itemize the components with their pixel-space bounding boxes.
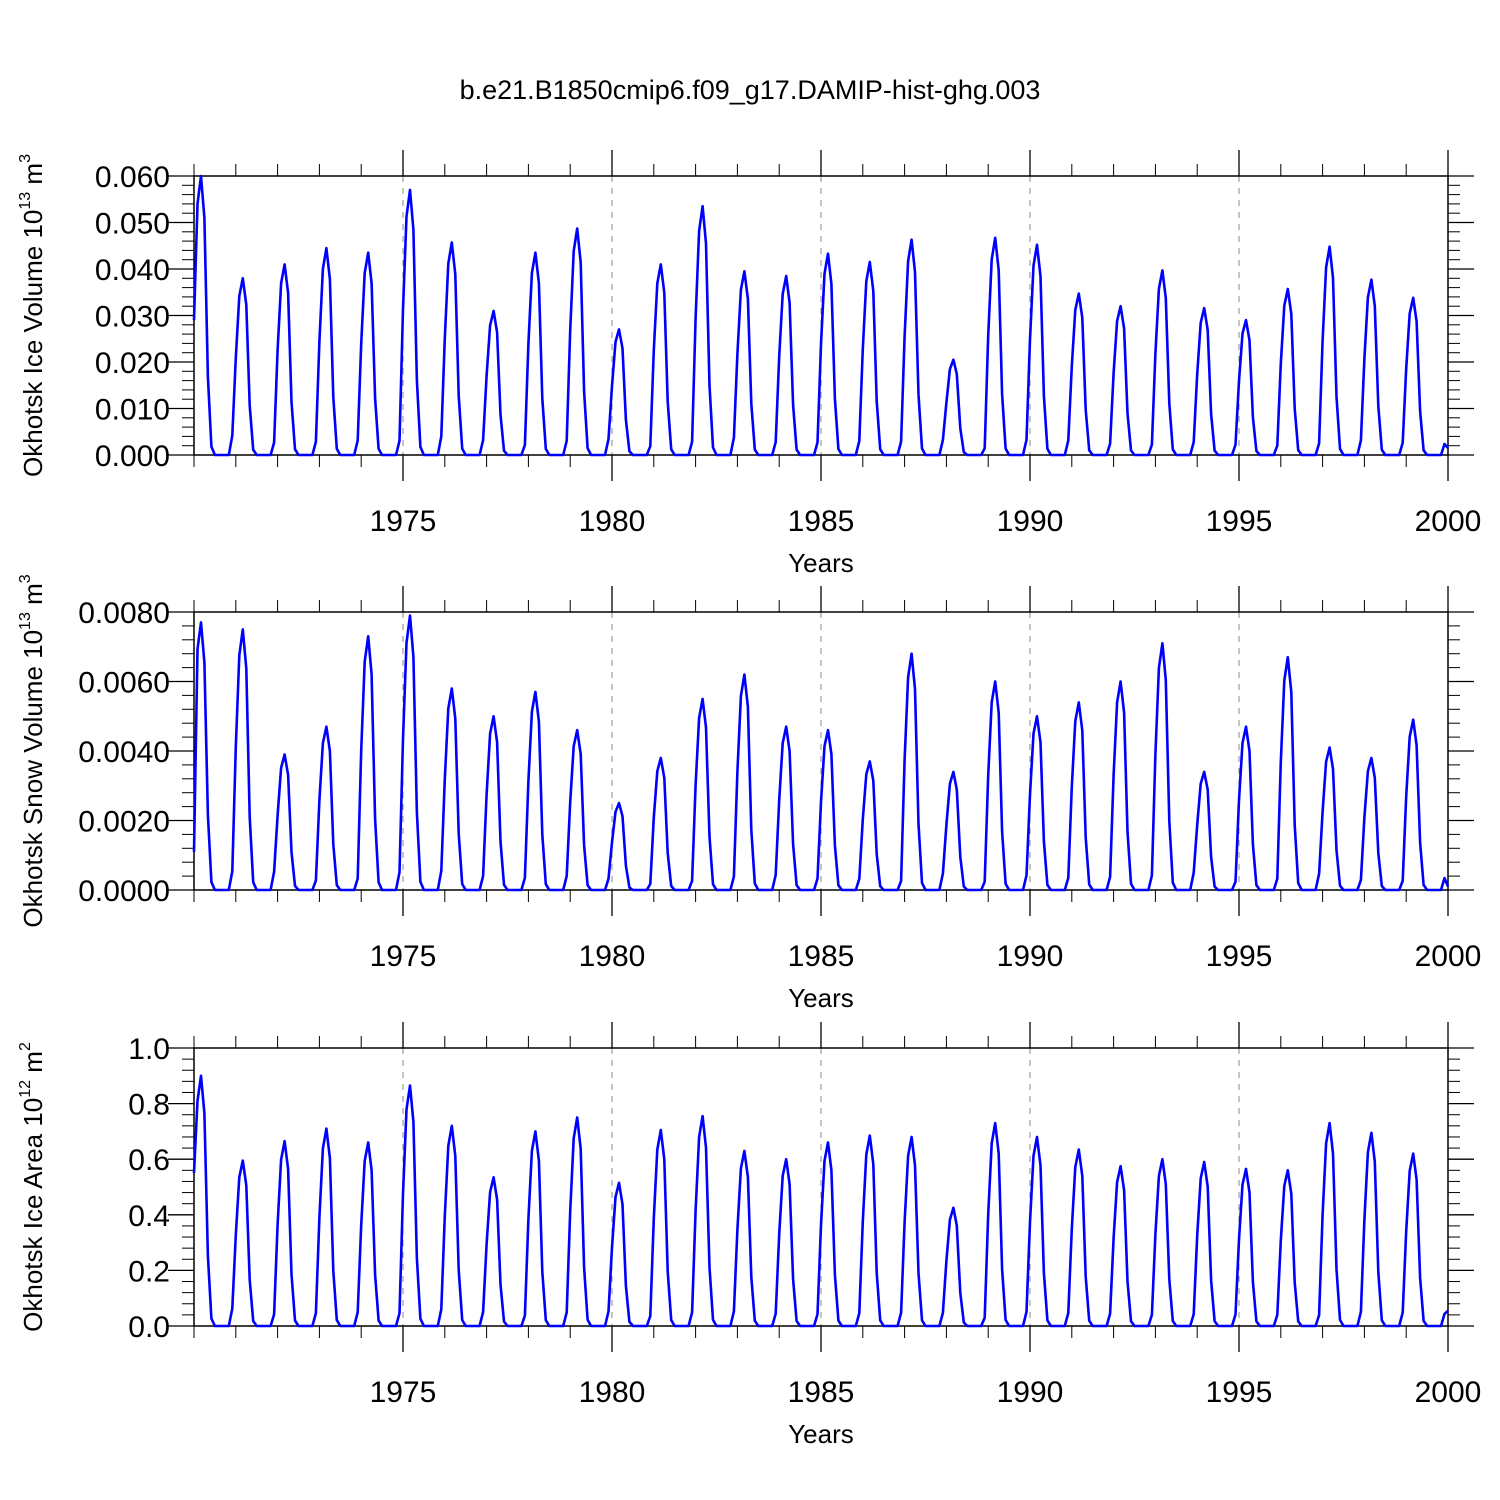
y-tick-label: 0.8 (128, 1089, 170, 1122)
y-tick-label: 0.0080 (78, 597, 170, 630)
figure-title: b.e21.B1850cmip6.f09_g17.DAMIP-hist-ghg.… (460, 75, 1041, 105)
x-axis-label: Years (788, 983, 854, 1013)
y-tick-label: 0.050 (95, 208, 170, 241)
y-axis-label: Okhotsk Ice Area 1012 m2 (17, 1042, 48, 1332)
series-line-ice-area (192, 1074, 1449, 1328)
ice-volume-panel: 0.000 0.010 0.020 0.030 0.040 0.050 0.060 1975 1… (17, 150, 1481, 578)
y-axis-label-exponent: 3 (17, 574, 34, 583)
x-tick-label: 1985 (788, 505, 855, 538)
y-tick-label: 0.010 (95, 394, 170, 427)
y-axis-label-part: Okhotsk Ice Volume 10 (18, 210, 48, 477)
y-axis-label-exponent: 3 (17, 154, 34, 163)
x-tick-label: 2000 (1415, 505, 1482, 538)
x-tick-label: 1995 (1206, 505, 1273, 538)
y-tick-label: 0.060 (95, 161, 170, 194)
x-tick-label: 1975 (370, 505, 437, 538)
x-tick-label: 1990 (997, 940, 1064, 973)
y-tick-label: 0.4 (128, 1200, 170, 1233)
x-tick-label: 2000 (1415, 1376, 1482, 1409)
plot-frame (193, 611, 1449, 891)
ice-area-panel: 0.0 0.2 0.4 0.6 0.8 1.0 1975 1980 1985 1990 1995 20… (17, 1022, 1481, 1449)
x-tick-label: 1975 (370, 940, 437, 973)
y-axis-label-part: Okhotsk Ice Area 10 (18, 1098, 48, 1332)
series-line-snow-volume (192, 614, 1450, 892)
plot-frame (193, 1047, 1449, 1327)
y-axis-label: Okhotsk Snow Volume 1013 m3 (17, 574, 48, 927)
y-axis-label-part: m (18, 583, 48, 612)
x-tick-label: 1980 (579, 1376, 646, 1409)
y-tick-label: 0.6 (128, 1144, 170, 1177)
y-tick-label: 0.040 (95, 254, 170, 287)
x-tick-label: 1985 (788, 1376, 855, 1409)
x-tick-label: 1975 (370, 1376, 437, 1409)
y-axis-label-part: Okhotsk Snow Volume 10 (18, 630, 48, 928)
y-axis-label-exponent: 13 (17, 192, 34, 210)
x-tick-label: 1980 (579, 940, 646, 973)
x-axis-label: Years (788, 548, 854, 578)
y-axis-label-exponent: 13 (17, 612, 34, 630)
y-tick-label: 0.2 (128, 1255, 170, 1288)
y-tick-label: 1.0 (128, 1033, 170, 1066)
y-axis-label-part: m (18, 163, 48, 192)
x-tick-label: 1980 (579, 505, 646, 538)
x-axis-label: Years (788, 1419, 854, 1449)
series-line-ice-volume (192, 174, 1449, 457)
x-tick-label: 1990 (997, 1376, 1064, 1409)
y-tick-label: 0.0 (128, 1311, 170, 1344)
y-tick-label: 0.030 (95, 301, 170, 334)
y-tick-label: 0.0040 (78, 736, 170, 769)
x-tick-label: 1990 (997, 505, 1064, 538)
x-tick-label: 2000 (1415, 940, 1482, 973)
y-axis-label-part: m (18, 1051, 48, 1080)
y-axis-label: Okhotsk Ice Volume 1013 m3 (17, 154, 48, 477)
x-tick-label: 1995 (1206, 1376, 1273, 1409)
y-tick-label: 0.0020 (78, 806, 170, 839)
y-tick-label: 0.0000 (78, 875, 170, 908)
x-tick-label: 1995 (1206, 940, 1273, 973)
snow-volume-panel: 0.0000 0.0020 0.0040 0.0060 0.0080 1975 1980 19… (17, 574, 1481, 1013)
y-tick-label: 0.0060 (78, 667, 170, 700)
y-axis-label-exponent: 12 (17, 1080, 34, 1098)
y-tick-label: 0.020 (95, 347, 170, 380)
y-tick-label: 0.000 (95, 440, 170, 473)
x-tick-label: 1985 (788, 940, 855, 973)
y-axis-label-exponent: 2 (17, 1042, 34, 1051)
